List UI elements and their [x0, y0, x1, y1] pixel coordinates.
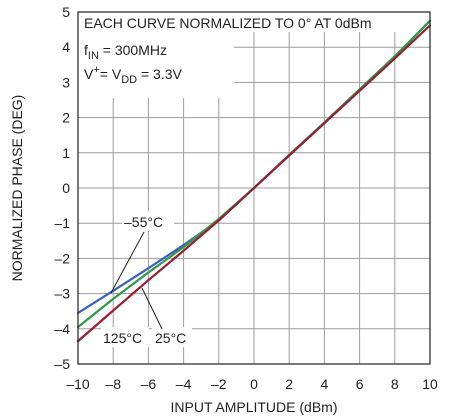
x-tick-label: –6 [141, 376, 157, 392]
series-line-2 [76, 24, 432, 343]
y-tick-label: –3 [54, 286, 70, 302]
y-tick-label: –4 [54, 321, 70, 337]
label-minus55c: –55°C [124, 214, 163, 230]
x-tick-label: 8 [391, 376, 399, 392]
label-25c-bg [152, 327, 192, 347]
plot-border [77, 11, 431, 365]
series-lines [76, 19, 432, 343]
x-axis-title: INPUT AMPLITUDE (dBm) [171, 399, 338, 415]
y-tick-label: 2 [62, 110, 70, 126]
plot-frame [77, 11, 431, 365]
x-tick-label: 2 [285, 376, 293, 392]
y-tick-labels: –5 –4 –3 –2 –1 0 1 2 3 4 5 [54, 4, 70, 372]
x-tick-label: –10 [66, 376, 90, 392]
x-tick-label: 0 [250, 376, 258, 392]
x-tick-label: 6 [356, 376, 364, 392]
x-tick-labels: –10 –8 –6 –4 –2 0 2 4 6 8 10 [66, 376, 438, 392]
label-125c-bg [101, 327, 149, 347]
x-tick-label: –8 [105, 376, 121, 392]
y-tick-label: 1 [62, 145, 70, 161]
label-125c: 125°C [103, 330, 142, 346]
y-axis-title: NORMALIZED PHASE (DEG) [9, 95, 25, 282]
y-tick-label: 0 [62, 180, 70, 196]
y-tick-label: 3 [62, 74, 70, 90]
curve-labels: –55°C 25°C 125°C [101, 211, 192, 347]
y-tick-label: 5 [62, 4, 70, 20]
x-tick-label: –4 [176, 376, 192, 392]
annotation-background [78, 12, 414, 98]
y-tick-label: –1 [54, 215, 70, 231]
y-tick-label: –2 [54, 250, 70, 266]
x-tick-label: 10 [422, 376, 438, 392]
annotation: EACH CURVE NORMALIZED TO 0° AT 0dBm fIN … [84, 15, 372, 86]
y-tick-label: –5 [54, 356, 70, 372]
annotation-line-1: EACH CURVE NORMALIZED TO 0° AT 0dBm [84, 15, 372, 31]
y-tick-label: 4 [62, 39, 70, 55]
leader-25c [141, 287, 163, 330]
annotation-line-2: fIN = 300MHz [84, 42, 167, 62]
annotation-line-3: V+= VDD = 3.3V [84, 64, 182, 86]
x-tick-label: –2 [211, 376, 227, 392]
x-tick-label: 4 [321, 376, 329, 392]
leader-minus55c [110, 231, 145, 294]
label-25c: 25°C [155, 330, 186, 346]
